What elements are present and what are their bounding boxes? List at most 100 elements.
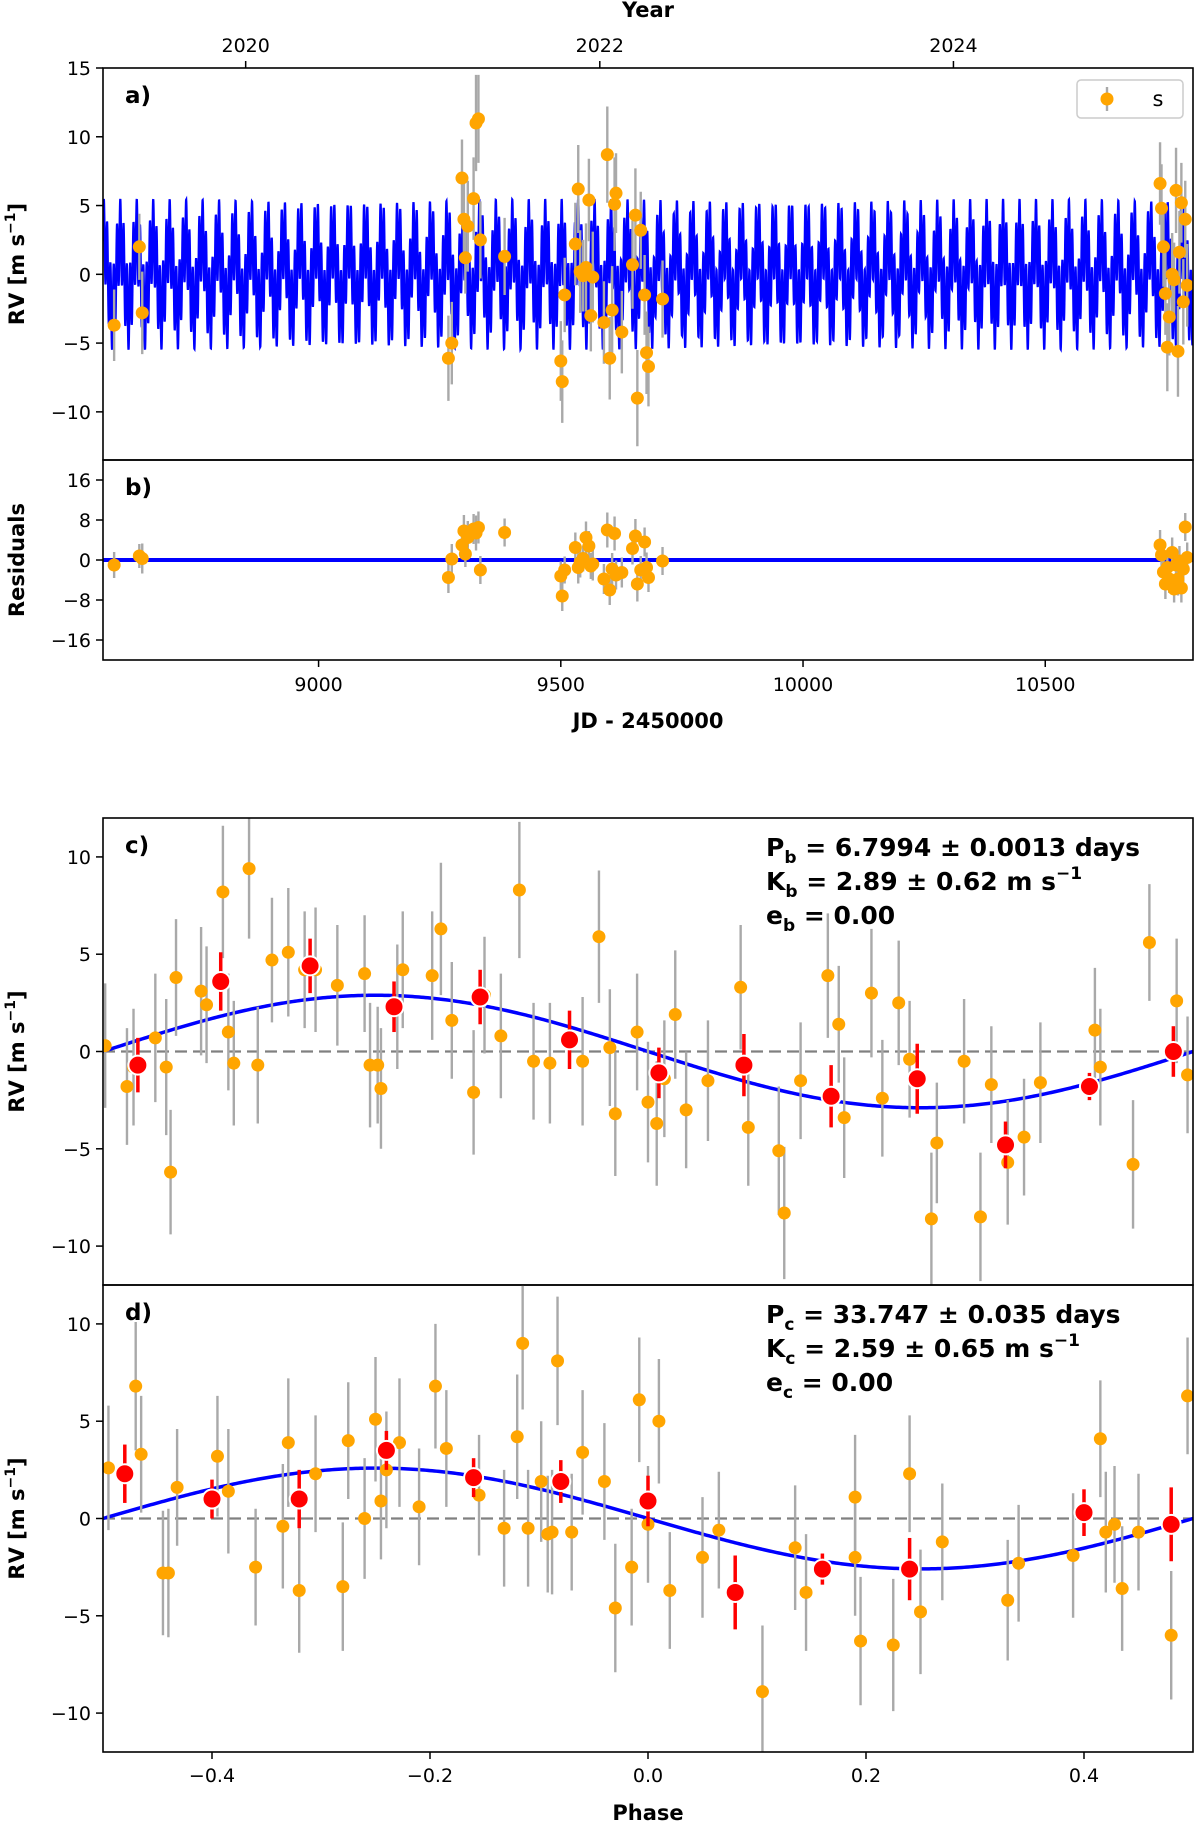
plot-area [103,818,1193,1285]
data-point [576,1054,590,1068]
data-point [788,1541,802,1555]
data-point [281,945,295,959]
data-point [200,998,214,1012]
binned-point [288,1488,310,1510]
data-point [221,1484,235,1498]
parameter-annotation: Pc = 33.747 ± 0.035 days [766,1300,1121,1335]
data-point [358,1512,372,1525]
parameter-annotation: Pb = 6.7994 ± 0.0013 days [766,833,1140,868]
legend-box [1076,79,1184,119]
data-point [512,883,526,897]
data-point [634,223,648,237]
data-point [668,1008,682,1022]
data-point [652,1414,666,1428]
data-point [656,554,670,568]
data-point [625,258,639,272]
y-tick-label: −10 [51,402,91,424]
binned-point [648,1062,670,1084]
data-point [597,572,611,586]
data-point [1160,340,1174,354]
data-point [455,171,469,185]
data-point [164,1165,178,1179]
data-point [1174,196,1188,210]
y-tick-label: 0 [79,1509,91,1531]
data-point [630,577,644,591]
data-point [630,391,644,405]
data-point [641,359,655,373]
data-point [1093,1432,1107,1446]
data-point [892,996,906,1010]
panel-b: 16 8 0 −8 −16 b) Residuals 9000 9500 10000 10500 JD… [5,459,1194,733]
binned-point [383,996,405,1018]
data-point [412,1500,426,1514]
y-tick-label: −10 [51,1236,91,1258]
data-point [341,1434,355,1448]
data-point [924,1212,938,1226]
data-point [586,270,600,284]
y-tick-label: −5 [63,1139,91,1161]
data-point [1180,551,1193,564]
y-tick-label: 0 [79,264,91,286]
x-tick-label: 9500 [537,674,585,696]
data-point [1001,1593,1015,1607]
binned-point [906,1068,928,1090]
data-point [597,1475,611,1489]
data-point [615,566,629,579]
data-point [592,930,606,944]
data-point [640,346,654,360]
data-point [371,1058,385,1072]
data-point [568,541,582,554]
panel-label: d) [125,1300,152,1326]
data-point [135,306,149,320]
y-tick-label: −10 [51,1703,91,1725]
binned-points [127,938,1184,1169]
data-point [903,1052,917,1066]
x-axis-label: Phase [612,1801,683,1825]
data-point [875,1091,889,1105]
data-point [120,1080,134,1094]
parameter-annotation: ec = 0.00 [766,1368,893,1403]
data-point [516,1336,530,1350]
data-point [582,539,596,553]
panel-label: a) [125,83,151,109]
data-point [794,1074,808,1088]
panel-a: 15 10 5 0 −5 −10 a) RV [m s−1] 2020 2022 2024 Year s [3,0,1194,461]
data-point [107,318,121,332]
data-point [576,1445,590,1459]
data-point [864,986,878,1000]
binned-point [299,955,321,977]
data-point [1033,1076,1047,1090]
data-point [251,1058,265,1072]
data-point [358,967,372,981]
data-point [558,563,572,577]
data-point [1165,546,1179,559]
data-point [605,303,619,317]
data-point [1162,310,1176,324]
binned-point [559,1029,581,1051]
data-point [603,1041,617,1055]
binned-point [201,1488,223,1510]
data-point [1174,581,1188,595]
data-point [625,1560,639,1574]
data-point [1171,344,1185,358]
binned-point [469,986,491,1008]
data-point [558,288,572,302]
data-point [494,1029,508,1043]
y-tick-label: 0 [79,550,91,572]
binned-point [811,1558,833,1580]
data-point [903,1467,917,1481]
data-point [1126,1157,1140,1171]
y-tick-label: 8 [79,510,91,532]
data-point [1178,212,1192,226]
data-point [471,521,485,534]
plot-area [103,74,1193,447]
data-point [837,1111,851,1125]
data-point [1142,936,1156,950]
data-point [369,1412,382,1426]
data-point [679,1103,693,1117]
data-point [608,1107,622,1121]
legend-label: s [1153,87,1164,111]
data-point [701,1074,715,1088]
data-point [441,351,455,365]
